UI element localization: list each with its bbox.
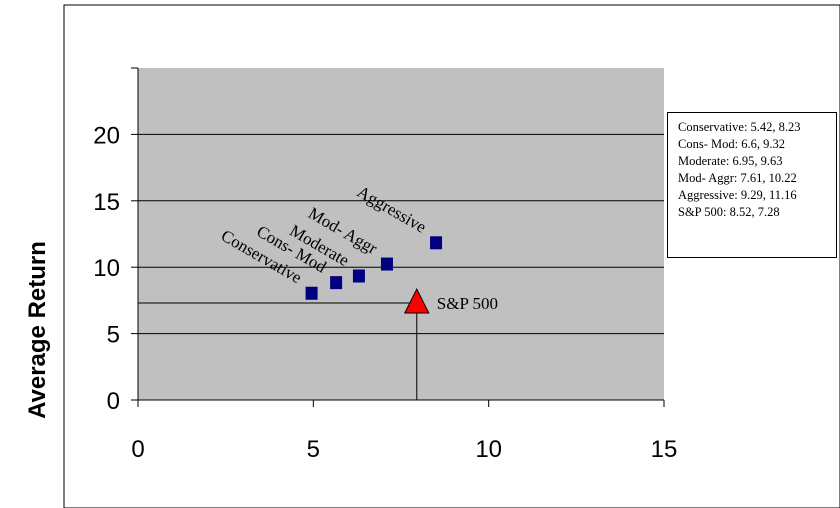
marker-conservative [305, 286, 318, 300]
label-s-p-500: S&P 500 [437, 294, 498, 313]
plot-area [138, 68, 664, 400]
marker-aggressive [430, 236, 443, 250]
legend-entry-0: Conservative: 5.42, 8.23 [678, 120, 801, 134]
y-axis-label: Average Return [24, 241, 51, 419]
y-tick-label-3: 15 [93, 189, 120, 216]
marker-mod-aggr [380, 257, 393, 271]
gridlines [138, 133, 664, 335]
legend-entry-1: Cons- Mod: 6.6, 9.32 [678, 137, 785, 151]
y-tick-label-2: 10 [93, 255, 120, 282]
legend: Conservative: 5.42, 8.23 Cons- Mod: 6.6, … [667, 112, 837, 258]
y-tick-label-4: 20 [93, 122, 120, 149]
x-tick-label-2: 10 [475, 436, 502, 463]
axes [131, 67, 665, 407]
marker-moderate [352, 269, 365, 283]
x-tick-label-0: 0 [131, 436, 144, 463]
legend-entry-5: S&P 500: 8.52, 7.28 [678, 205, 780, 219]
x-tick-label-1: 5 [307, 436, 320, 463]
data-marks [138, 236, 443, 400]
legend-entry-3: Mod- Aggr: 7.61, 10.22 [678, 171, 797, 185]
legend-entry-2: Moderate: 6.95, 9.63 [678, 154, 783, 168]
tick-labels: 0 5 10 15 20 0 5 10 15 [93, 122, 677, 463]
x-tick-label-3: 15 [651, 436, 678, 463]
y-tick-label-0: 0 [107, 388, 120, 415]
marker-cons-mod [330, 276, 343, 290]
marker-s-p-500 [403, 287, 430, 314]
legend-entry-4: Aggressive: 9.29, 11.16 [678, 188, 797, 202]
y-tick-label-1: 5 [107, 322, 120, 349]
